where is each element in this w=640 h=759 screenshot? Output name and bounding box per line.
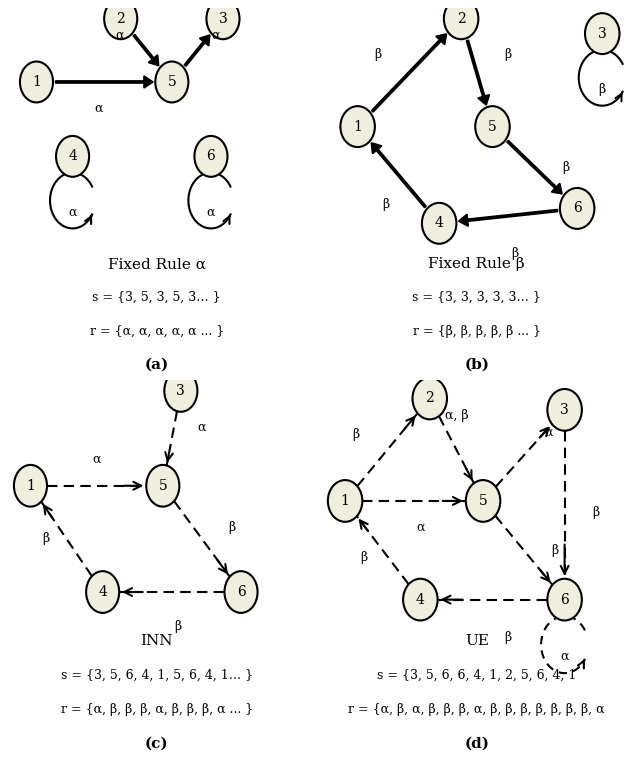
Circle shape bbox=[585, 13, 620, 54]
Text: 4: 4 bbox=[416, 593, 425, 606]
Circle shape bbox=[444, 0, 478, 39]
Text: 5: 5 bbox=[488, 120, 497, 134]
Circle shape bbox=[147, 465, 179, 507]
Text: 2: 2 bbox=[426, 392, 434, 405]
Text: β: β bbox=[228, 521, 236, 534]
Circle shape bbox=[56, 136, 89, 177]
Text: r = {α, β, β, β, α, β, β, β, α ... }: r = {α, β, β, β, α, β, β, β, α ... } bbox=[61, 703, 253, 716]
Text: β: β bbox=[552, 543, 559, 557]
Text: s = {3, 3, 3, 3, 3… }: s = {3, 3, 3, 3, 3… } bbox=[412, 291, 541, 304]
Text: 2: 2 bbox=[116, 11, 125, 26]
Text: α: α bbox=[115, 29, 124, 42]
Circle shape bbox=[156, 61, 188, 102]
Text: α: α bbox=[211, 29, 220, 42]
Text: r = {β, β, β, β, β ... }: r = {β, β, β, β, β ... } bbox=[413, 325, 541, 338]
Circle shape bbox=[104, 0, 137, 39]
FancyArrowPatch shape bbox=[372, 34, 446, 112]
Text: α: α bbox=[68, 206, 77, 219]
FancyArrowPatch shape bbox=[134, 35, 158, 65]
Text: 2: 2 bbox=[457, 11, 465, 26]
FancyArrowPatch shape bbox=[372, 143, 426, 207]
Text: β: β bbox=[511, 247, 518, 260]
Text: 6: 6 bbox=[207, 150, 215, 163]
Text: r = {α, β, α, β, β, β, α, β, β, β, β, β, β, β, α: r = {α, β, α, β, β, β, α, β, β, β, β, β,… bbox=[349, 703, 605, 716]
Text: (c): (c) bbox=[145, 737, 168, 751]
Text: 3: 3 bbox=[219, 11, 227, 26]
Circle shape bbox=[413, 378, 447, 420]
FancyArrowPatch shape bbox=[459, 209, 557, 225]
Text: β: β bbox=[504, 631, 512, 644]
Circle shape bbox=[547, 578, 582, 621]
Text: (b): (b) bbox=[464, 357, 490, 372]
Text: UE: UE bbox=[465, 635, 489, 648]
Text: 4: 4 bbox=[98, 585, 107, 599]
Text: 3: 3 bbox=[560, 403, 569, 417]
Text: α: α bbox=[94, 102, 102, 115]
Text: α: α bbox=[198, 420, 206, 433]
Text: 5: 5 bbox=[168, 75, 176, 89]
Text: α: α bbox=[561, 650, 569, 663]
Text: Fixed Rule β: Fixed Rule β bbox=[429, 257, 525, 271]
Circle shape bbox=[328, 480, 362, 522]
Circle shape bbox=[547, 389, 582, 430]
Text: β: β bbox=[42, 532, 49, 546]
Text: 1: 1 bbox=[353, 120, 362, 134]
Circle shape bbox=[225, 571, 257, 613]
Text: 6: 6 bbox=[237, 585, 245, 599]
Circle shape bbox=[14, 465, 47, 507]
Text: β: β bbox=[374, 48, 381, 61]
Text: β: β bbox=[593, 505, 600, 519]
Text: s = {3, 5, 6, 4, 1, 5, 6, 4, 1… }: s = {3, 5, 6, 4, 1, 5, 6, 4, 1… } bbox=[61, 669, 253, 682]
Text: β: β bbox=[382, 198, 390, 211]
Circle shape bbox=[164, 370, 197, 411]
Text: α: α bbox=[545, 426, 553, 439]
Circle shape bbox=[466, 480, 500, 522]
Text: α: α bbox=[416, 521, 424, 534]
FancyArrowPatch shape bbox=[56, 77, 152, 87]
Text: β: β bbox=[504, 48, 512, 61]
Text: β: β bbox=[563, 161, 570, 174]
Circle shape bbox=[560, 188, 595, 229]
Text: 3: 3 bbox=[177, 384, 185, 398]
Text: β: β bbox=[353, 428, 360, 441]
Text: 5: 5 bbox=[159, 479, 167, 493]
Text: INN: INN bbox=[141, 635, 173, 648]
Text: (d): (d) bbox=[464, 737, 490, 751]
Text: α: α bbox=[207, 206, 215, 219]
Circle shape bbox=[422, 203, 456, 244]
Circle shape bbox=[195, 136, 227, 177]
FancyArrowPatch shape bbox=[184, 36, 209, 66]
Text: (a): (a) bbox=[145, 357, 169, 372]
Text: 1: 1 bbox=[32, 75, 41, 89]
Text: Fixed Rule α: Fixed Rule α bbox=[108, 257, 206, 271]
Text: 6: 6 bbox=[560, 593, 569, 606]
Text: 1: 1 bbox=[26, 479, 35, 493]
Text: 6: 6 bbox=[573, 201, 582, 216]
Text: α: α bbox=[92, 452, 101, 466]
Text: 5: 5 bbox=[479, 494, 488, 508]
Text: s = {3, 5, 3, 5, 3… }: s = {3, 5, 3, 5, 3… } bbox=[93, 291, 221, 304]
Text: s = {3, 5, 6, 6, 4, 1, 2, 5, 6, 4, 1: s = {3, 5, 6, 6, 4, 1, 2, 5, 6, 4, 1 bbox=[377, 669, 577, 682]
Text: β: β bbox=[360, 551, 367, 565]
Text: 1: 1 bbox=[340, 494, 349, 508]
FancyArrowPatch shape bbox=[508, 141, 562, 194]
Text: α, β: α, β bbox=[445, 409, 468, 422]
Circle shape bbox=[476, 106, 509, 147]
Text: β: β bbox=[598, 83, 606, 96]
Text: β: β bbox=[174, 619, 182, 633]
FancyArrowPatch shape bbox=[467, 40, 489, 105]
Circle shape bbox=[86, 571, 119, 613]
Circle shape bbox=[20, 61, 53, 102]
Circle shape bbox=[340, 106, 375, 147]
Circle shape bbox=[207, 0, 239, 39]
Text: 4: 4 bbox=[68, 150, 77, 163]
Text: 4: 4 bbox=[435, 216, 444, 230]
Text: 3: 3 bbox=[598, 27, 607, 41]
Text: r = {α, α, α, α, α ... }: r = {α, α, α, α, α ... } bbox=[90, 325, 224, 338]
Circle shape bbox=[403, 578, 438, 621]
